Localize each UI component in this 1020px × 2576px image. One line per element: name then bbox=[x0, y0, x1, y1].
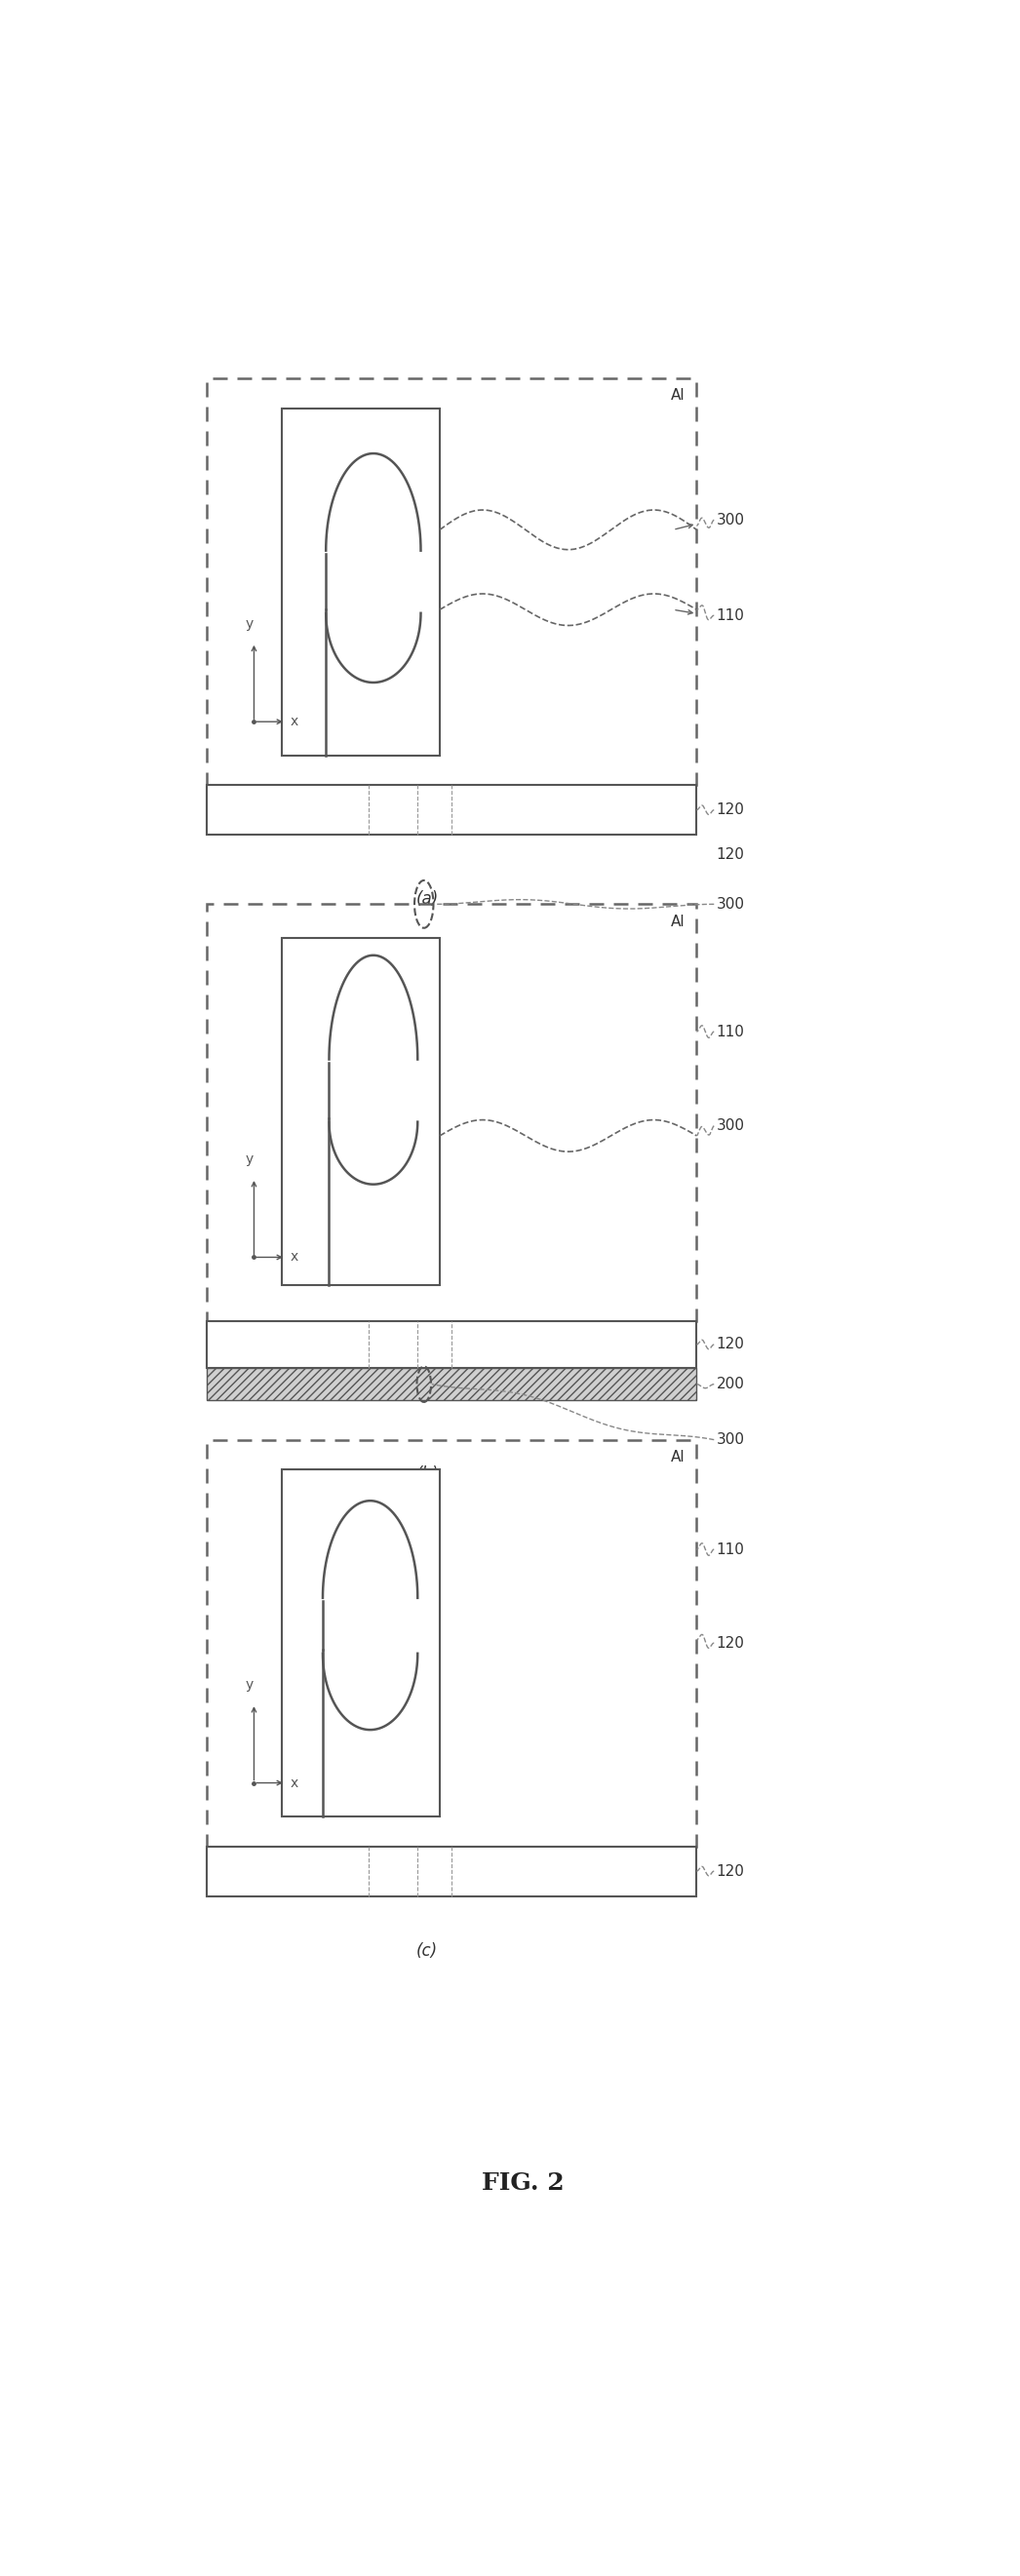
Bar bbox=[282, 938, 440, 1285]
Text: 110: 110 bbox=[716, 608, 745, 623]
Text: 300: 300 bbox=[716, 1118, 745, 1133]
Bar bbox=[206, 1847, 697, 1896]
Bar bbox=[282, 1468, 440, 1816]
Text: (a): (a) bbox=[416, 891, 439, 909]
Bar bbox=[206, 1440, 697, 1847]
Text: 110: 110 bbox=[716, 1025, 745, 1038]
Text: (c): (c) bbox=[416, 1942, 438, 1960]
Text: 200: 200 bbox=[716, 1378, 745, 1391]
Text: 110: 110 bbox=[716, 1543, 745, 1556]
Text: 120: 120 bbox=[716, 804, 745, 817]
Text: Al: Al bbox=[670, 389, 684, 402]
Bar bbox=[206, 1321, 697, 1368]
Text: Al: Al bbox=[670, 914, 684, 930]
Text: y: y bbox=[245, 616, 253, 631]
Text: 120: 120 bbox=[716, 848, 745, 863]
Text: 300: 300 bbox=[716, 1432, 745, 1448]
Bar bbox=[206, 1368, 697, 1401]
Bar bbox=[206, 904, 697, 1321]
Text: y: y bbox=[245, 1151, 253, 1167]
Text: (b): (b) bbox=[415, 1466, 439, 1484]
Text: 120: 120 bbox=[716, 1337, 745, 1352]
Bar bbox=[206, 786, 697, 835]
Text: 300: 300 bbox=[716, 513, 745, 528]
Text: x: x bbox=[291, 716, 299, 729]
Text: 120: 120 bbox=[716, 1865, 745, 1878]
Text: FIG. 2: FIG. 2 bbox=[481, 2172, 564, 2195]
Text: Al: Al bbox=[670, 1450, 684, 1463]
Bar bbox=[206, 379, 697, 786]
Text: x: x bbox=[291, 1249, 299, 1265]
Text: 300: 300 bbox=[716, 896, 745, 912]
Text: y: y bbox=[245, 1677, 253, 1692]
Text: x: x bbox=[291, 1775, 299, 1790]
Bar bbox=[282, 407, 440, 755]
Text: 120: 120 bbox=[716, 1636, 745, 1651]
